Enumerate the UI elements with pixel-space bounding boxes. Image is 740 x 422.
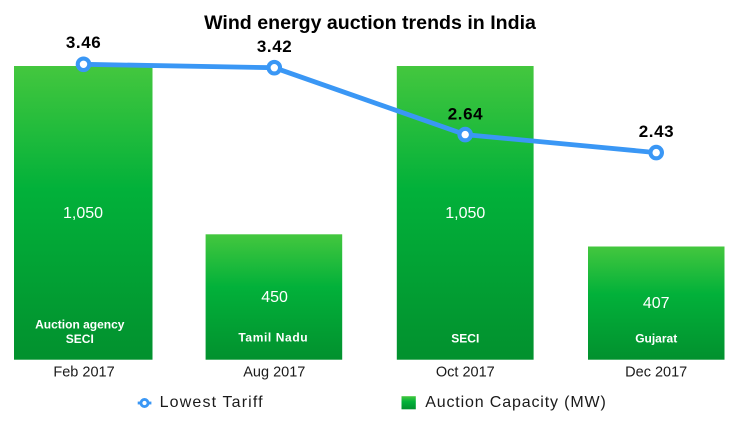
svg-text:Wind energy auction trends in: Wind energy auction trends in India <box>204 12 537 34</box>
svg-text:Feb 2017: Feb 2017 <box>53 365 114 381</box>
svg-text:Lowest Tariff: Lowest Tariff <box>160 394 264 411</box>
svg-text:2.64: 2.64 <box>448 104 484 123</box>
svg-text:Tamil Nadu: Tamil Nadu <box>238 331 308 345</box>
svg-text:Oct 2017: Oct 2017 <box>436 365 495 381</box>
svg-text:3.46: 3.46 <box>66 33 102 52</box>
svg-text:450: 450 <box>261 289 288 306</box>
svg-text:1,050: 1,050 <box>445 205 485 222</box>
svg-text:Gujarat: Gujarat <box>635 332 677 346</box>
svg-text:3.42: 3.42 <box>257 37 293 56</box>
svg-text:407: 407 <box>643 295 670 312</box>
svg-text:Dec 2017: Dec 2017 <box>625 365 687 381</box>
svg-text:SECI: SECI <box>451 332 479 346</box>
svg-text:Aug 2017: Aug 2017 <box>243 365 305 381</box>
svg-text:2.43: 2.43 <box>639 122 675 141</box>
svg-text:1,050: 1,050 <box>63 205 103 222</box>
svg-text:Auction agency: Auction agency <box>35 318 125 332</box>
svg-text:Auction Capacity (MW): Auction Capacity (MW) <box>425 394 606 411</box>
svg-text:SECI: SECI <box>66 332 94 346</box>
